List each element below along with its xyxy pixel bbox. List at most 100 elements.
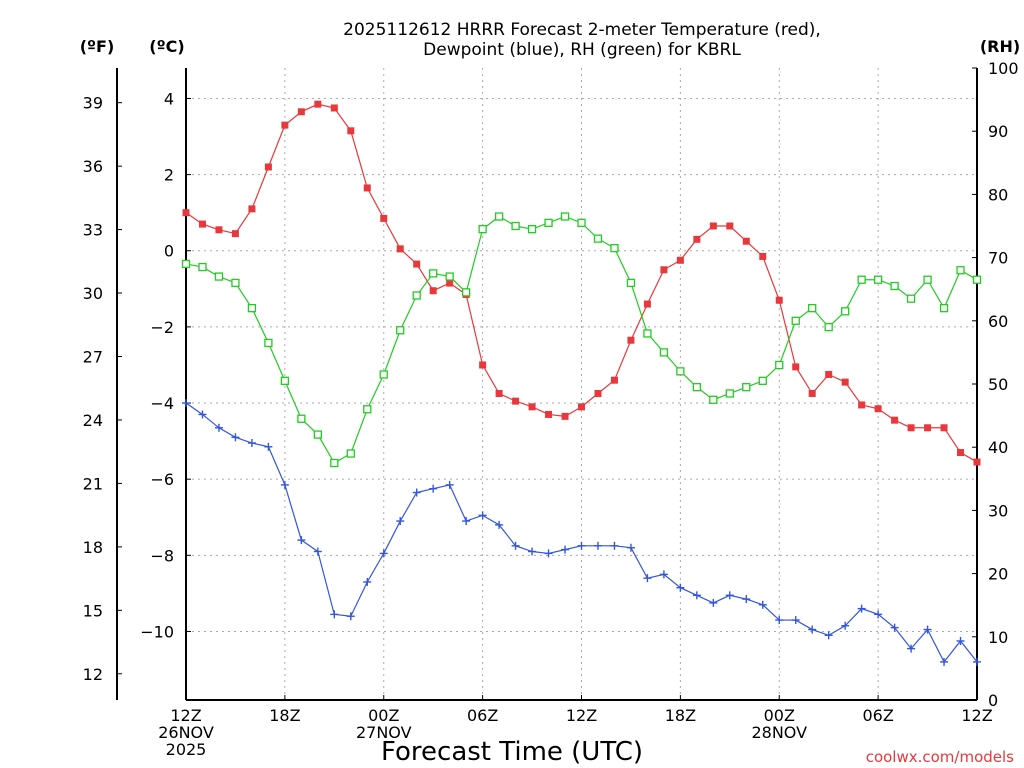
rh-point bbox=[297, 414, 306, 423]
x-axis-title: Forecast Time (UTC) bbox=[381, 737, 643, 767]
dewpoint-point bbox=[593, 541, 602, 550]
rh-point bbox=[956, 266, 965, 275]
x-tick-label: 00Z bbox=[368, 706, 399, 725]
celsius-tick-label: 2 bbox=[164, 166, 174, 185]
dewpoint-point bbox=[725, 591, 734, 600]
fahrenheit-tick-label: 24 bbox=[83, 411, 103, 430]
temperature-point bbox=[973, 458, 981, 466]
celsius-tick-label: −8 bbox=[150, 546, 174, 565]
rh-point bbox=[626, 278, 636, 288]
dewpoint-point bbox=[330, 610, 339, 619]
temperature-point bbox=[775, 296, 783, 304]
dewpoint-point bbox=[841, 621, 850, 630]
rh-point bbox=[461, 288, 471, 297]
fahrenheit-tick-label: 39 bbox=[83, 94, 103, 113]
rh-point bbox=[593, 234, 603, 243]
temperature-point bbox=[396, 245, 404, 253]
temperature-point bbox=[512, 397, 520, 405]
x-tick-label: 06Z bbox=[467, 706, 498, 725]
rh-point bbox=[841, 307, 850, 316]
fahrenheit-tick-label: 33 bbox=[83, 221, 103, 240]
temperature-point bbox=[825, 370, 833, 378]
temperature-point bbox=[314, 100, 322, 108]
celsius-tick-label: 4 bbox=[164, 89, 174, 108]
dewpoint-point bbox=[808, 625, 817, 634]
dewpoint-point bbox=[462, 517, 471, 526]
rh-point bbox=[527, 225, 537, 234]
x-tick-label: 27NOV bbox=[356, 723, 412, 742]
rh-point bbox=[659, 348, 669, 357]
rh-point bbox=[494, 212, 504, 221]
rh-point bbox=[939, 304, 949, 313]
dewpoint-point bbox=[478, 511, 487, 520]
dewpoint-point bbox=[412, 488, 421, 497]
rh-tick-label: 30 bbox=[988, 501, 1008, 520]
dewpoint-point bbox=[857, 604, 866, 613]
temperature-point bbox=[957, 449, 965, 457]
fahrenheit-tick-label: 18 bbox=[83, 538, 103, 557]
temperature-point bbox=[808, 390, 816, 398]
temperature-point bbox=[198, 220, 206, 228]
temperature-point bbox=[363, 184, 371, 192]
temperature-point bbox=[627, 336, 635, 344]
temperature-point bbox=[413, 260, 421, 268]
temperature-point bbox=[643, 300, 651, 308]
rh-point bbox=[775, 360, 784, 370]
rh-point bbox=[264, 338, 273, 348]
rh-tick-label: 60 bbox=[988, 312, 1008, 331]
rh-point bbox=[379, 370, 388, 379]
celsius-tick-label: 0 bbox=[164, 242, 174, 261]
temperature-point bbox=[231, 230, 239, 238]
temperature-point bbox=[347, 127, 355, 135]
dewpoint-point bbox=[214, 423, 223, 432]
dewpoint-point bbox=[198, 410, 207, 419]
fahrenheit-tick-label: 12 bbox=[83, 665, 103, 684]
rh-point bbox=[577, 218, 586, 227]
dewpoint-point bbox=[874, 610, 883, 619]
temperature-point bbox=[924, 424, 932, 432]
celsius-axis-unit: (ºC) bbox=[149, 37, 184, 56]
rh-point bbox=[873, 275, 883, 284]
temperature-point bbox=[742, 237, 750, 245]
rh-tick-label: 0 bbox=[988, 691, 998, 710]
rh-point bbox=[742, 383, 751, 392]
temperature-point bbox=[248, 205, 256, 213]
dewpoint-point bbox=[973, 657, 981, 666]
grid-lines bbox=[186, 68, 977, 700]
temperature-point bbox=[528, 403, 536, 411]
dewpoint-point bbox=[396, 517, 405, 526]
rh-point bbox=[791, 316, 800, 325]
temperature-point bbox=[660, 266, 668, 274]
rh-tick-label: 50 bbox=[988, 375, 1008, 394]
rh-tick-label: 40 bbox=[988, 438, 1008, 457]
fahrenheit-tick-label: 36 bbox=[83, 157, 103, 176]
rh-point bbox=[972, 275, 982, 284]
rh-point bbox=[181, 259, 191, 269]
rh-point bbox=[313, 430, 322, 439]
temperature-point bbox=[726, 222, 734, 230]
dewpoint-point bbox=[231, 433, 240, 442]
dewpoint-point bbox=[940, 657, 949, 666]
x-tick-label: 12Z bbox=[961, 706, 992, 725]
x-tick-label: 00Z bbox=[764, 706, 795, 725]
temperature-point bbox=[874, 405, 882, 413]
temperature-point bbox=[610, 376, 618, 384]
dewpoint-point bbox=[643, 574, 652, 583]
dewpoint-point bbox=[182, 399, 190, 408]
celsius-tick-label: −6 bbox=[150, 470, 174, 489]
temperature-point bbox=[380, 214, 388, 222]
dewpoint-point bbox=[429, 484, 438, 493]
axes bbox=[116, 67, 978, 701]
dewpoint-point bbox=[692, 591, 701, 600]
rh-point bbox=[280, 376, 290, 385]
rh-point bbox=[478, 225, 487, 234]
chart-title-line2: Dewpoint (blue), RH (green) for KBRL bbox=[423, 40, 741, 60]
temperature-point bbox=[479, 361, 487, 369]
rh-tick-label: 100 bbox=[988, 59, 1019, 78]
dewpoint-point bbox=[297, 536, 306, 545]
fahrenheit-tick-label: 15 bbox=[83, 601, 103, 620]
credit-text: coolwx.com/models bbox=[866, 748, 1014, 766]
celsius-tick-label: −2 bbox=[150, 318, 174, 337]
x-tick-label: 06Z bbox=[862, 706, 893, 725]
rh-point bbox=[330, 458, 339, 468]
